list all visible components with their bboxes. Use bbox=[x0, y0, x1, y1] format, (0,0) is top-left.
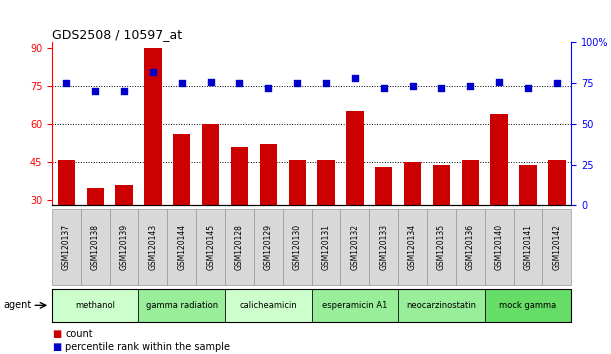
Bar bbox=[543, 209, 571, 285]
Bar bbox=[57, 160, 75, 276]
Bar bbox=[317, 160, 335, 276]
Bar bbox=[115, 185, 133, 276]
Point bbox=[321, 80, 331, 86]
Bar bbox=[288, 160, 306, 276]
Text: esperamicin A1: esperamicin A1 bbox=[322, 301, 387, 310]
Bar bbox=[491, 114, 508, 276]
Text: count: count bbox=[65, 329, 93, 339]
Bar bbox=[81, 209, 109, 285]
Point bbox=[206, 79, 216, 84]
Text: GSM120139: GSM120139 bbox=[120, 224, 128, 270]
Text: GSM120145: GSM120145 bbox=[206, 224, 215, 270]
Text: GSM120136: GSM120136 bbox=[466, 224, 475, 270]
Bar bbox=[260, 144, 277, 276]
Text: GDS2508 / 10597_at: GDS2508 / 10597_at bbox=[52, 28, 182, 41]
Bar bbox=[398, 209, 427, 285]
Bar bbox=[375, 167, 392, 276]
Text: GSM120132: GSM120132 bbox=[350, 224, 359, 270]
Point bbox=[119, 88, 129, 94]
Point bbox=[437, 85, 447, 91]
Bar bbox=[340, 209, 369, 285]
Bar bbox=[519, 165, 536, 276]
Bar bbox=[312, 209, 340, 285]
Text: GSM120138: GSM120138 bbox=[90, 224, 100, 270]
Point bbox=[177, 80, 187, 86]
Point bbox=[494, 79, 504, 84]
Text: mock gamma: mock gamma bbox=[499, 301, 557, 310]
Bar bbox=[283, 209, 312, 285]
Bar bbox=[456, 209, 485, 285]
Point bbox=[263, 85, 273, 91]
Bar bbox=[404, 162, 421, 276]
Bar bbox=[312, 289, 398, 322]
Bar bbox=[427, 209, 456, 285]
Bar bbox=[52, 289, 139, 322]
Text: neocarzinostatin: neocarzinostatin bbox=[406, 301, 477, 310]
Text: GSM120129: GSM120129 bbox=[264, 224, 273, 270]
Text: ■: ■ bbox=[52, 342, 61, 352]
Text: GSM120133: GSM120133 bbox=[379, 224, 388, 270]
Bar bbox=[139, 289, 225, 322]
Bar bbox=[485, 289, 571, 322]
Bar bbox=[433, 165, 450, 276]
Point bbox=[523, 85, 533, 91]
Bar bbox=[485, 209, 514, 285]
Bar bbox=[225, 209, 254, 285]
Bar bbox=[548, 160, 566, 276]
Text: ■: ■ bbox=[52, 329, 61, 339]
Text: GSM120135: GSM120135 bbox=[437, 224, 446, 270]
Text: GSM120128: GSM120128 bbox=[235, 224, 244, 270]
Text: calicheamicin: calicheamicin bbox=[240, 301, 297, 310]
Text: GSM120143: GSM120143 bbox=[148, 224, 158, 270]
Bar bbox=[52, 209, 81, 285]
Bar bbox=[139, 209, 167, 285]
Text: methanol: methanol bbox=[75, 301, 115, 310]
Point bbox=[292, 80, 302, 86]
Point bbox=[90, 88, 100, 94]
Text: agent: agent bbox=[3, 300, 31, 310]
Point bbox=[408, 84, 417, 89]
Bar bbox=[167, 209, 196, 285]
Bar bbox=[231, 147, 248, 276]
Bar bbox=[173, 134, 191, 276]
Point bbox=[148, 69, 158, 75]
Point bbox=[350, 75, 360, 81]
Bar bbox=[225, 289, 312, 322]
Text: GSM120131: GSM120131 bbox=[321, 224, 331, 270]
Text: GSM120144: GSM120144 bbox=[177, 224, 186, 270]
Bar bbox=[398, 289, 485, 322]
Text: GSM120141: GSM120141 bbox=[524, 224, 533, 270]
Bar bbox=[254, 209, 283, 285]
Text: GSM120134: GSM120134 bbox=[408, 224, 417, 270]
Bar bbox=[202, 124, 219, 276]
Text: percentile rank within the sample: percentile rank within the sample bbox=[65, 342, 230, 352]
Text: GSM120130: GSM120130 bbox=[293, 224, 302, 270]
Text: GSM120137: GSM120137 bbox=[62, 224, 71, 270]
Bar bbox=[87, 188, 104, 276]
Bar bbox=[462, 160, 479, 276]
Point bbox=[235, 80, 244, 86]
Text: gamma radiation: gamma radiation bbox=[145, 301, 218, 310]
Bar bbox=[346, 111, 364, 276]
Point bbox=[62, 80, 71, 86]
Text: GSM120142: GSM120142 bbox=[552, 224, 562, 270]
Bar bbox=[144, 47, 161, 276]
Text: GSM120140: GSM120140 bbox=[495, 224, 503, 270]
Bar bbox=[369, 209, 398, 285]
Bar bbox=[514, 209, 543, 285]
Point bbox=[552, 80, 562, 86]
Bar bbox=[109, 209, 139, 285]
Point bbox=[466, 84, 475, 89]
Bar bbox=[196, 209, 225, 285]
Point bbox=[379, 85, 389, 91]
Bar bbox=[52, 289, 571, 322]
